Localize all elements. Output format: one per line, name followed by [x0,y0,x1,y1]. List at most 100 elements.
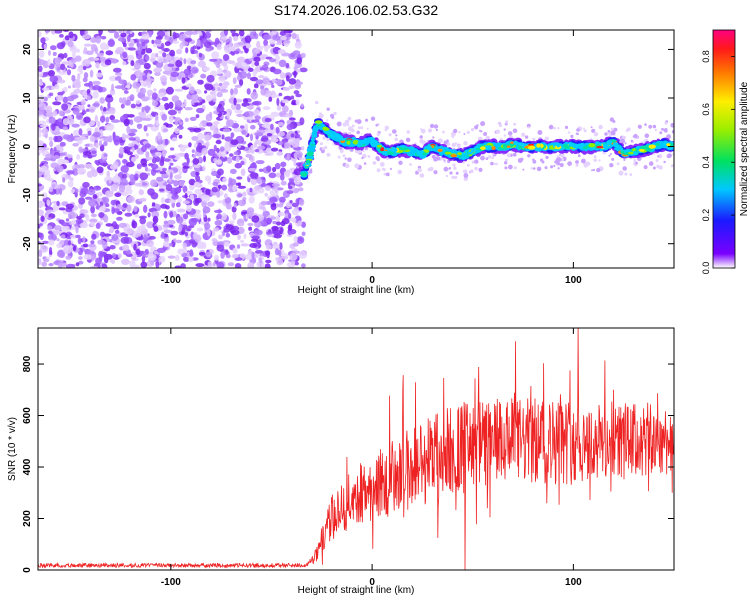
noise-speckle [186,157,190,164]
noise-speckle [114,229,120,234]
noise-speckle [251,235,260,240]
noise-speckle [72,107,80,115]
noise-speckle [86,108,90,112]
noise-speckle [46,111,54,118]
noise-speckle [45,153,53,159]
noise-speckle [162,149,167,158]
noise-speckle [126,204,132,212]
noise-speckle [161,113,168,121]
signal-hot-spot [613,142,619,146]
noise-speckle [248,195,255,204]
noise-speckle [288,52,298,60]
noise-speckle [178,121,183,125]
noise-speckle [90,205,95,214]
signal-halo-dot [671,129,674,134]
noise-speckle [209,58,218,62]
noise-speckle [171,137,178,142]
signal-halo-dot [435,128,438,132]
noise-speckle [114,31,119,39]
noise-speckle [51,184,56,189]
signal-hot-spot [450,154,458,158]
noise-speckle [148,235,156,240]
y-tick-label: 400 [22,458,33,475]
noise-speckle [282,87,291,92]
noise-speckle [159,181,163,186]
signal-halo-dot [553,126,556,130]
signal-halo-dot [388,133,392,137]
signal-hot-spot [467,151,473,155]
noise-speckle [145,132,149,137]
signal-halo-dot [383,172,387,176]
noise-speckle [123,90,129,94]
noise-speckle [301,263,306,268]
noise-speckle [105,190,114,195]
noise-speckle [48,263,54,267]
noise-speckle [53,147,57,152]
noise-speckle [274,162,281,170]
noise-speckle [223,228,230,233]
noise-speckle [169,60,174,64]
noise-speckle [220,36,228,40]
signal-halo-dot [457,144,461,148]
noise-speckle [254,229,263,236]
signal-halo-dot [609,163,614,168]
signal-halo-dot [321,147,325,150]
noise-speckle [158,92,165,98]
noise-speckle [234,84,242,88]
noise-speckle [128,137,136,141]
noise-speckle [57,249,65,258]
noise-speckle [237,143,241,149]
noise-speckle [268,229,272,233]
noise-speckle [216,213,222,220]
signal-halo-dot [503,134,506,137]
noise-speckle [101,198,107,203]
noise-speckle [259,45,263,51]
signal-halo-dot [512,152,517,157]
noise-speckle [283,30,292,34]
noise-speckle [89,265,99,268]
noise-speckle [211,238,218,242]
noise-speckle [107,101,111,109]
noise-speckle [244,253,253,260]
snr-x-ticks: -100 0 100 [161,328,582,588]
noise-speckle [218,184,222,189]
noise-speckle [230,168,237,175]
noise-speckle [279,242,283,251]
signal-hot-spot [614,144,620,148]
noise-speckle [96,166,104,174]
noise-speckle [212,133,222,139]
noise-speckle [286,120,291,125]
noise-speckle [47,225,53,231]
noise-speckle [262,106,271,111]
signal-halo-dot [398,160,403,165]
signal-hot-spot [397,147,403,150]
noise-speckle [125,161,135,168]
noise-speckle [151,210,160,218]
noise-speckle [216,105,225,114]
noise-speckle [282,105,289,113]
signal-hot-spot [370,139,378,144]
noise-speckle [269,39,276,45]
signal-hot-spot [518,145,522,150]
signal-halo-dot [517,158,523,163]
signal-hot-spot [602,143,609,147]
noise-speckle [233,127,242,133]
noise-speckle [205,47,213,52]
signal-halo-dot [527,126,531,129]
noise-speckle [134,213,140,218]
signal-halo-dot [593,155,597,159]
noise-speckle [49,75,59,83]
noise-speckle [272,68,282,75]
noise-speckle [90,213,97,218]
noise-speckle [170,187,177,195]
noise-speckle [227,156,233,164]
noise-speckle [169,49,176,57]
noise-speckle [159,188,165,192]
noise-speckle [268,172,277,179]
signal-halo-dot [379,162,385,167]
noise-speckle [250,144,256,150]
noise-speckle [207,201,215,207]
noise-speckle [288,185,293,190]
signal-halo-dot [419,135,423,139]
signal-halo-dot [375,156,380,161]
